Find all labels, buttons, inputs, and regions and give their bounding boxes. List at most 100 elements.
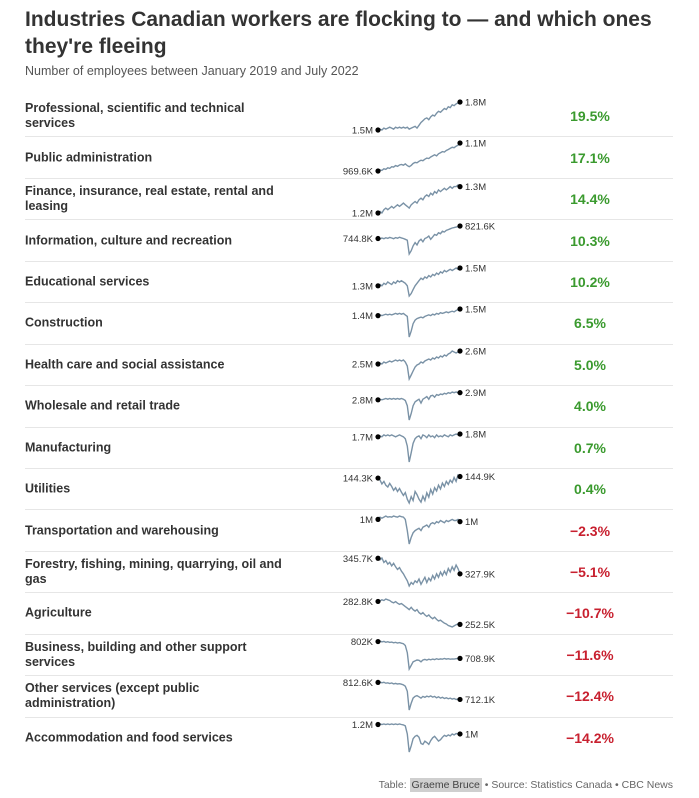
start-value-label: 744.8K	[343, 234, 374, 245]
sparkline-path	[377, 722, 460, 752]
end-value-label: 1.8M	[465, 429, 486, 440]
sparkline: 802K 708.9K	[351, 637, 496, 671]
table-row: Educational services 1.3M 1.5M 10.2%	[25, 262, 673, 304]
start-value-label: 812.6K	[343, 678, 374, 689]
end-value-label: 327.9K	[465, 569, 496, 580]
end-dot	[457, 306, 463, 312]
sparkline-path	[377, 142, 461, 173]
start-dot	[375, 313, 381, 319]
chart-title: Industries Canadian workers are flocking…	[25, 8, 652, 58]
footer-credit: Table: Graeme Bruce • Source: Statistics…	[378, 778, 673, 792]
sparkline: 1M 1M	[360, 515, 478, 545]
sparkline-path	[377, 432, 461, 462]
end-value-label: 1M	[465, 729, 478, 740]
table-row: Manufacturing 1.7M 1.8M 0.7%	[25, 428, 673, 469]
start-value-label: 1.2M	[352, 208, 373, 219]
start-value-label: 1.4M	[352, 311, 373, 322]
sparkline-path	[377, 639, 461, 671]
end-dot	[457, 730, 463, 737]
table-row: Professional, scientific and technical s…	[25, 96, 673, 138]
sparkline-path	[377, 349, 461, 381]
end-dot	[457, 183, 463, 190]
start-dot	[375, 475, 381, 481]
sparkline-path	[377, 308, 461, 338]
start-dot	[375, 433, 381, 439]
industry-name: Other services (except public administra…	[25, 681, 200, 711]
industry-name: Health care and social assistance	[25, 357, 225, 372]
sparkline-path	[377, 183, 461, 214]
industry-name: Wholesale and retail trade	[25, 398, 180, 413]
change-value: −10.7%	[566, 605, 614, 622]
sparkline: 1.2M 1.3M	[352, 182, 486, 219]
industry-name: Professional, scientific and technical s…	[25, 101, 245, 131]
change-value: −11.6%	[566, 646, 614, 663]
industry-name: Finance, insurance, real estate, rental …	[25, 184, 274, 214]
sparkline: 2.5M 2.6M	[352, 346, 486, 381]
start-dot	[375, 599, 381, 605]
start-dot	[375, 210, 381, 216]
sparkline-path	[377, 266, 461, 298]
table-row: Public administration 969.6K 1.1M 17.1%	[25, 137, 673, 179]
change-value: 14.4%	[570, 191, 610, 208]
sparkline-path	[377, 225, 461, 257]
change-value: 5.0%	[574, 356, 606, 373]
footer-author: Graeme Bruce	[409, 778, 482, 792]
end-dot	[457, 390, 463, 396]
start-dot	[375, 397, 381, 403]
change-value: −5.1%	[569, 564, 611, 581]
sparkline: 1.7M 1.8M	[352, 429, 486, 462]
start-value-label: 2.5M	[352, 359, 373, 370]
table-row: Business, building and other support ser…	[25, 635, 673, 677]
industry-name: Forestry, fishing, mining, quarrying, oi…	[25, 557, 282, 587]
end-value-label: 1.1M	[465, 139, 486, 150]
sparkline-path	[377, 391, 460, 421]
sparkline-path	[377, 473, 461, 505]
table-row: Agriculture 282.8K 252.5K −10.7%	[25, 593, 673, 635]
sparkline: 345.7K 327.9K	[343, 554, 496, 588]
sparkline: 1.2M 1M	[352, 720, 478, 752]
start-dot	[375, 679, 381, 686]
start-dot	[375, 638, 381, 644]
sparkline: 1.3M 1.5M	[352, 263, 486, 298]
sparkline-path	[377, 681, 461, 711]
end-dot	[457, 473, 463, 480]
change-value: 19.5%	[570, 108, 610, 125]
start-value-label: 969.6K	[343, 167, 374, 178]
industry-name: Information, culture and recreation	[25, 233, 232, 248]
sparkline: 969.6K 1.1M	[343, 139, 486, 178]
industry-name: Business, building and other support ser…	[25, 639, 247, 669]
industry-name: Transportation and warehousing	[25, 523, 219, 538]
end-dot	[457, 265, 463, 271]
end-dot	[457, 348, 463, 354]
table-row: Wholesale and retail trade 2.8M 2.9M 4.0%	[25, 386, 673, 428]
table-row: Utilities 144.3K 144.9K 0.4%	[25, 469, 673, 511]
sparkline: 282.8K 252.5K	[343, 597, 496, 631]
start-value-label: 282.8K	[343, 597, 374, 608]
change-value: −14.2%	[566, 730, 614, 747]
industry-name: Educational services	[25, 274, 150, 289]
end-dot	[457, 696, 463, 703]
sparkline: 144.3K 144.9K	[343, 472, 496, 505]
change-value: 17.1%	[570, 149, 610, 166]
footer-prefix: Table:	[378, 779, 410, 791]
change-value: 4.0%	[574, 398, 606, 415]
end-dot	[457, 140, 463, 147]
start-dot	[375, 555, 381, 561]
end-value-label: 252.5K	[465, 620, 496, 631]
start-dot	[375, 168, 381, 175]
start-dot	[375, 517, 381, 523]
end-dot	[457, 655, 463, 661]
change-value: 0.4%	[574, 481, 606, 498]
sparkline-path	[377, 101, 461, 131]
end-value-label: 1.8M	[465, 98, 486, 109]
change-value: −2.3%	[569, 522, 611, 539]
industries-table: Professional, scientific and technical s…	[25, 96, 673, 759]
start-dot	[375, 721, 381, 727]
end-dot	[457, 223, 463, 229]
start-value-label: 1.7M	[352, 432, 373, 443]
industry-name: Manufacturing	[25, 440, 112, 455]
industry-name: Construction	[25, 315, 103, 330]
start-value-label: 1.5M	[352, 126, 373, 137]
change-value: 10.3%	[570, 232, 610, 249]
